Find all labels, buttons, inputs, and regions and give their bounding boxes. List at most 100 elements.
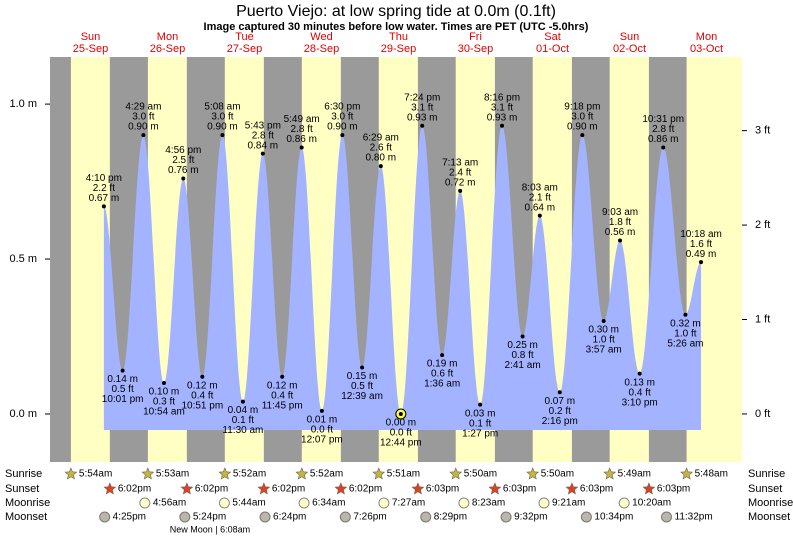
moon-phase: New Moon | 6:08am — [170, 524, 250, 534]
day-weekday: Sun — [81, 31, 101, 43]
event-time: 6:02pm — [195, 484, 228, 495]
tide-label: 0.90 m — [207, 122, 238, 133]
tide-label: 2.8 ft — [291, 124, 313, 135]
tide-point — [299, 145, 304, 150]
tide-point — [537, 213, 542, 218]
tide-label: 12:39 am — [341, 391, 383, 402]
tide-label: 0.03 m — [465, 408, 496, 419]
tide-label: 0.67 m — [89, 193, 120, 204]
day-date: 03-Oct — [690, 43, 723, 55]
event-time: 5:49am — [618, 469, 651, 480]
tide-area — [103, 125, 702, 430]
tide-label: 1.0 ft — [674, 328, 696, 339]
row-label: Sunset — [748, 483, 782, 495]
tide-point — [141, 133, 146, 138]
tide-label: 1.0 ft — [593, 335, 615, 346]
event-time: 6:24pm — [273, 512, 306, 523]
tide-point — [340, 133, 345, 138]
moon-icon — [259, 511, 271, 523]
event-time: 5:24pm — [193, 512, 226, 523]
event-time: 6:34am — [312, 498, 345, 509]
tide-label: 2.1 ft — [529, 192, 551, 203]
event-time: 8:23am — [472, 498, 505, 509]
tide-point — [557, 390, 562, 395]
sun-icon — [565, 482, 579, 495]
tide-label: 0.1 ft — [232, 415, 254, 426]
tide-label: 3.0 ft — [331, 112, 353, 123]
event-time: 5:50am — [464, 469, 497, 480]
tide-label: 0.10 m — [149, 387, 180, 398]
day-date: 30-Sep — [458, 43, 493, 55]
tide-point — [101, 204, 106, 209]
event-time: 5:50am — [541, 469, 574, 480]
tide-label: 2.8 ft — [252, 130, 274, 141]
tide-label: 7:13 am — [442, 158, 478, 169]
tide-label: 0.07 m — [544, 396, 575, 407]
day-date: 01-Oct — [536, 43, 569, 55]
event-time: 4:56am — [153, 498, 186, 509]
tide-label: 5:08 am — [204, 102, 240, 113]
moon-icon — [339, 511, 351, 523]
event-time: 11:32pm — [675, 512, 713, 523]
tide-label: 0.6 ft — [431, 369, 453, 380]
moon-icon — [618, 497, 630, 509]
tide-label: 0.84 m — [248, 140, 279, 151]
event-time: 7:27am — [392, 498, 425, 509]
tide-label: 2.2 ft — [93, 183, 115, 194]
event-time: 8:29pm — [434, 512, 467, 523]
chart-title: Puerto Viejo: at low spring tide at 0.0m… — [236, 3, 556, 20]
tide-label: 0.49 m — [686, 249, 717, 260]
tide-point — [478, 402, 483, 407]
day-weekday: Mon — [696, 31, 717, 43]
event-time: 6:02pm — [118, 484, 151, 495]
tide-point — [458, 188, 463, 193]
tide-label: 0.15 m — [347, 371, 378, 382]
tide-label: 3.0 ft — [571, 112, 593, 123]
moon-icon — [99, 511, 111, 523]
day-date: 02-Oct — [613, 43, 646, 55]
tide-label: 0.1 ft — [469, 418, 491, 429]
tide-label: 0.90 m — [567, 122, 598, 133]
row-label: Moonset — [5, 511, 47, 523]
event-time: 4:25pm — [113, 512, 146, 523]
y2-tick-label: 2 ft — [755, 219, 770, 231]
tide-label: 1.8 ft — [609, 217, 631, 228]
event-time: 10:34pm — [594, 512, 633, 523]
tide-label: 0.5 ft — [112, 384, 134, 395]
tide-label: 5:26 am — [667, 338, 703, 349]
tide-label: 11:30 am — [222, 425, 263, 436]
day-weekday: Wed — [310, 31, 332, 43]
event-time: 5:44am — [232, 498, 265, 509]
tide-label: 1:36 am — [424, 379, 460, 390]
sun-icon — [449, 467, 463, 480]
sun-icon — [526, 467, 540, 480]
day-weekday: Thu — [389, 31, 408, 43]
moon-icon — [538, 497, 550, 509]
tide-label: 3.1 ft — [491, 102, 513, 113]
tide-point — [520, 334, 525, 339]
tide-label: 0.0 ft — [311, 425, 333, 436]
tide-label: 4:10 pm — [86, 173, 122, 184]
tide-label: 10:54 am — [143, 407, 185, 418]
day-date: 28-Sep — [304, 43, 339, 55]
sun-icon — [218, 467, 232, 480]
tide-label: 0.4 ft — [271, 390, 293, 401]
day-weekday: Fri — [469, 31, 482, 43]
sun-icon — [680, 467, 694, 480]
tide-point — [661, 145, 666, 150]
tide-point — [319, 408, 324, 413]
sun-icon — [488, 482, 502, 495]
event-time: 10:20am — [632, 498, 671, 509]
tide-point — [637, 371, 642, 376]
tide-label: 7:24 pm — [404, 92, 440, 103]
tide-point — [181, 176, 186, 181]
tide-label: 2.4 ft — [449, 168, 471, 179]
moon-icon — [218, 497, 230, 509]
tide-label: 11:45 pm — [262, 400, 303, 411]
tide-label: 0.72 m — [445, 178, 476, 189]
event-time: 5:52am — [233, 469, 266, 480]
tide-label: 0.93 m — [487, 112, 518, 123]
day-date: 29-Sep — [381, 43, 416, 55]
day-date: 26-Sep — [150, 43, 185, 55]
